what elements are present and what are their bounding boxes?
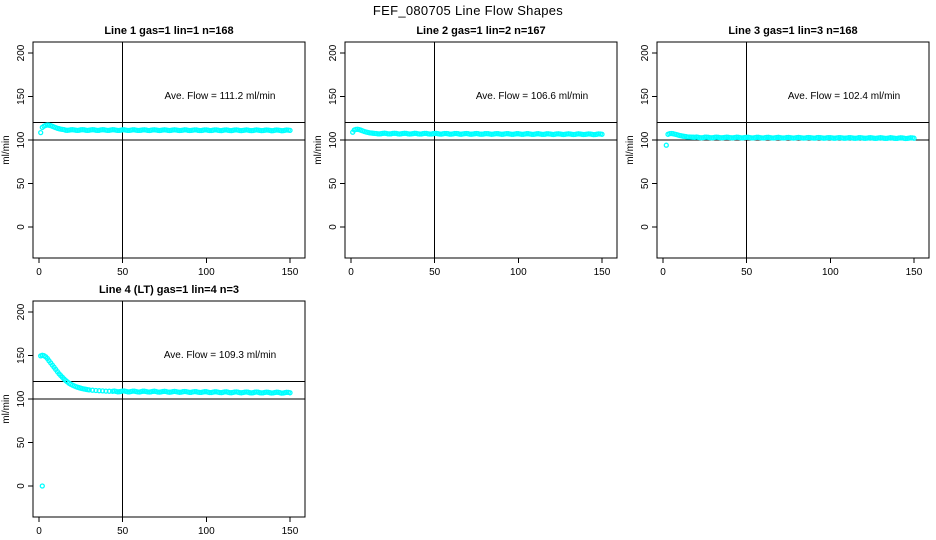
y-tick-label: 0 bbox=[328, 224, 339, 230]
panel-title: Line 1 gas=1 lin=1 n=168 bbox=[104, 25, 233, 37]
y-tick-label: 200 bbox=[640, 44, 651, 61]
y-tick-label: 50 bbox=[640, 178, 651, 190]
y-tick-label: 150 bbox=[640, 88, 651, 105]
plot-box bbox=[32, 300, 306, 518]
x-tick-label: 50 bbox=[117, 526, 129, 537]
average-flow-annotation: Ave. Flow = 109.3 ml/min bbox=[164, 350, 276, 361]
x-tick-label: 100 bbox=[510, 267, 527, 278]
chart-panel: Line 1 gas=1 lin=1 n=168 0 50 100 150 0 50 100 1… bbox=[1, 25, 306, 278]
x-tick-label: 100 bbox=[198, 267, 215, 278]
panel-title: Line 2 gas=1 lin=2 n=167 bbox=[416, 25, 545, 37]
x-tick-label: 150 bbox=[282, 526, 299, 537]
y-tick-label: 150 bbox=[16, 88, 27, 105]
data-points bbox=[663, 130, 917, 148]
y-axis-label: ml/min bbox=[1, 135, 12, 164]
y-tick-label: 200 bbox=[16, 44, 27, 61]
y-axis-label: ml/min bbox=[313, 135, 324, 164]
x-tick-label: 150 bbox=[906, 267, 923, 278]
y-tick-label: 200 bbox=[328, 44, 339, 61]
y-axis-label: ml/min bbox=[625, 135, 636, 164]
y-tick-label: 100 bbox=[16, 131, 27, 148]
data-point bbox=[663, 142, 669, 148]
chart-panel: Line 4 (LT) gas=1 lin=4 n=3 0 50 100 150 0 50 1… bbox=[1, 284, 306, 537]
chart-panel: Line 3 gas=1 lin=3 n=168 0 50 100 150 0 50 100 1… bbox=[625, 25, 930, 278]
data-point bbox=[38, 129, 44, 136]
x-tick-label: 50 bbox=[117, 267, 129, 278]
data-point bbox=[911, 135, 917, 141]
data-point bbox=[39, 483, 45, 489]
data-point bbox=[93, 387, 99, 394]
x-tick-label: 100 bbox=[822, 267, 839, 278]
average-flow-annotation: Ave. Flow = 102.4 ml/min bbox=[788, 91, 900, 102]
y-axis-label: ml/min bbox=[1, 394, 12, 423]
x-tick-label: 150 bbox=[594, 267, 611, 278]
y-tick-label: 150 bbox=[16, 347, 27, 364]
y-tick-label: 50 bbox=[16, 178, 27, 190]
x-tick-label: 0 bbox=[348, 267, 354, 278]
data-point bbox=[99, 388, 106, 394]
figure-title: FEF_080705 Line Flow Shapes bbox=[372, 3, 564, 18]
chart-panel: Line 2 gas=1 lin=2 n=167 0 50 100 150 0 50 100 1… bbox=[313, 25, 618, 278]
x-tick-label: 50 bbox=[429, 267, 441, 278]
y-tick-label: 150 bbox=[328, 88, 339, 105]
data-points bbox=[38, 122, 293, 136]
data-points bbox=[38, 352, 293, 489]
data-points bbox=[350, 126, 605, 138]
y-tick-label: 100 bbox=[16, 390, 27, 407]
panel-title: Line 4 (LT) gas=1 lin=4 n=3 bbox=[99, 284, 239, 296]
y-tick-label: 100 bbox=[640, 131, 651, 148]
x-tick-label: 50 bbox=[741, 267, 753, 278]
data-point bbox=[86, 387, 92, 393]
x-tick-label: 150 bbox=[282, 267, 299, 278]
data-point bbox=[287, 390, 293, 396]
y-tick-label: 200 bbox=[16, 303, 27, 320]
y-tick-label: 0 bbox=[640, 224, 651, 230]
plot-box bbox=[656, 41, 930, 259]
data-point bbox=[106, 388, 112, 394]
x-tick-label: 0 bbox=[36, 267, 42, 278]
y-tick-label: 0 bbox=[16, 224, 27, 230]
plot-box bbox=[344, 41, 618, 259]
x-tick-label: 0 bbox=[660, 267, 666, 278]
plot-box bbox=[32, 41, 306, 259]
x-tick-label: 0 bbox=[36, 526, 42, 537]
x-tick-label: 100 bbox=[198, 526, 215, 537]
data-point bbox=[599, 131, 605, 137]
panel-title: Line 3 gas=1 lin=3 n=168 bbox=[728, 25, 857, 37]
data-point bbox=[287, 127, 293, 134]
average-flow-annotation: Ave. Flow = 106.6 ml/min bbox=[476, 91, 588, 102]
y-tick-label: 100 bbox=[328, 131, 339, 148]
y-tick-label: 50 bbox=[328, 178, 339, 190]
y-tick-label: 0 bbox=[16, 483, 27, 489]
y-tick-label: 50 bbox=[16, 437, 27, 449]
average-flow-annotation: Ave. Flow = 111.2 ml/min bbox=[165, 91, 276, 102]
